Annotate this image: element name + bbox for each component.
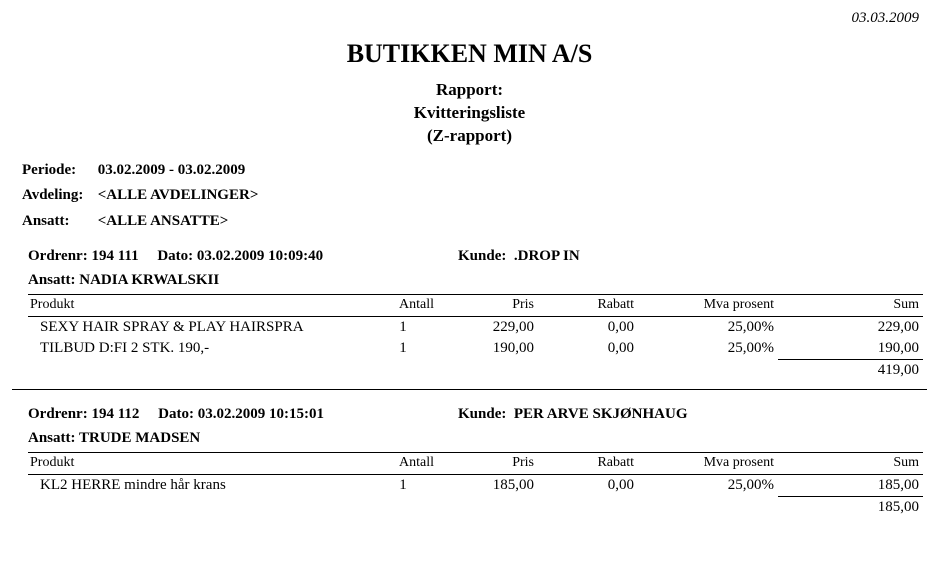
filter-periode: Periode: 03.02.2009 - 03.02.2009 xyxy=(22,158,927,184)
filter-ansatt-label: Ansatt: xyxy=(22,209,94,235)
cell-rabatt: 0,00 xyxy=(538,475,638,497)
report-title: Rapport: Kvitteringsliste (Z-rapport) xyxy=(12,79,927,148)
col-produkt: Produkt xyxy=(28,453,368,475)
filter-periode-label: Periode: xyxy=(22,158,94,184)
report-title-line3: (Z-rapport) xyxy=(12,125,927,148)
col-sum: Sum xyxy=(778,295,923,317)
col-antall: Antall xyxy=(368,453,438,475)
order-total: 185,00 xyxy=(778,497,923,519)
table-row: SEXY HAIR SPRAY & PLAY HAIRSPRA1229,000,… xyxy=(28,317,923,339)
order-total: 419,00 xyxy=(778,360,923,382)
col-rabatt: Rabatt xyxy=(538,295,638,317)
col-antall: Antall xyxy=(368,295,438,317)
table-row: KL2 HERRE mindre hår krans1185,000,0025,… xyxy=(28,475,923,497)
filter-periode-value: 03.02.2009 - 03.02.2009 xyxy=(98,162,246,178)
kunde-label: Kunde: xyxy=(458,248,506,264)
table-total-row: 185,00 xyxy=(28,497,923,519)
cell-rabatt: 0,00 xyxy=(538,338,638,360)
table-row: TILBUD D:FI 2 STK. 190,-1190,000,0025,00… xyxy=(28,338,923,360)
filter-block: Periode: 03.02.2009 - 03.02.2009 Avdelin… xyxy=(22,158,927,235)
cell-mva: 25,00% xyxy=(638,317,778,339)
kunde-value: PER ARVE SKJØNHAUG xyxy=(514,406,688,422)
ordrenr-label: Ordrenr: xyxy=(28,406,88,422)
col-rabatt: Rabatt xyxy=(538,453,638,475)
col-mva: Mva prosent xyxy=(638,295,778,317)
table-total-row: 419,00 xyxy=(28,360,923,382)
order-lines-table: ProduktAntallPrisRabattMva prosentSumSEX… xyxy=(28,294,923,381)
cell-sum: 185,00 xyxy=(778,475,923,497)
cell-produkt: KL2 HERRE mindre hår krans xyxy=(28,475,368,497)
company-name: BUTIKKEN MIN A/S xyxy=(12,39,927,69)
cell-sum: 190,00 xyxy=(778,338,923,360)
cell-mva: 25,00% xyxy=(638,475,778,497)
order-block: Ordrenr: 194 112 Dato: 03.02.2009 10:15:… xyxy=(28,402,923,518)
dato-value: 03.02.2009 10:15:01 xyxy=(198,406,324,422)
cell-pris: 229,00 xyxy=(438,317,538,339)
filter-ansatt-value: <ALLE ANSATTE> xyxy=(98,213,229,229)
cell-antall: 1 xyxy=(368,475,438,497)
col-pris: Pris xyxy=(438,453,538,475)
cell-antall: 1 xyxy=(368,338,438,360)
ansatt-label: Ansatt: xyxy=(28,430,76,446)
cell-produkt: TILBUD D:FI 2 STK. 190,- xyxy=(28,338,368,360)
filter-avdeling-label: Avdeling: xyxy=(22,183,94,209)
cell-rabatt: 0,00 xyxy=(538,317,638,339)
ansatt-value: NADIA KRWALSKII xyxy=(79,272,219,288)
filter-ansatt: Ansatt: <ALLE ANSATTE> xyxy=(22,209,927,235)
filter-avdeling: Avdeling: <ALLE AVDELINGER> xyxy=(22,183,927,209)
col-produkt: Produkt xyxy=(28,295,368,317)
dato-label: Dato: xyxy=(157,248,193,264)
order-header: Ordrenr: 194 112 Dato: 03.02.2009 10:15:… xyxy=(28,402,923,450)
order-block: Ordrenr: 194 111 Dato: 03.02.2009 10:09:… xyxy=(28,244,923,381)
col-sum: Sum xyxy=(778,453,923,475)
report-title-line2: Kvitteringsliste xyxy=(12,102,927,125)
ordrenr-label: Ordrenr: xyxy=(28,248,88,264)
cell-pris: 190,00 xyxy=(438,338,538,360)
ordrenr-value: 194 112 xyxy=(91,406,139,422)
col-pris: Pris xyxy=(438,295,538,317)
dato-value: 03.02.2009 10:09:40 xyxy=(197,248,323,264)
cell-antall: 1 xyxy=(368,317,438,339)
ansatt-value: TRUDE MADSEN xyxy=(79,430,200,446)
order-separator xyxy=(12,389,927,390)
report-title-line1: Rapport: xyxy=(12,79,927,102)
cell-sum: 229,00 xyxy=(778,317,923,339)
kunde-value: .DROP IN xyxy=(514,248,580,264)
dato-label: Dato: xyxy=(158,406,194,422)
order-header: Ordrenr: 194 111 Dato: 03.02.2009 10:09:… xyxy=(28,244,923,292)
cell-mva: 25,00% xyxy=(638,338,778,360)
cell-pris: 185,00 xyxy=(438,475,538,497)
kunde-label: Kunde: xyxy=(458,406,506,422)
report-date: 03.03.2009 xyxy=(12,8,927,33)
col-mva: Mva prosent xyxy=(638,453,778,475)
ansatt-label: Ansatt: xyxy=(28,272,76,288)
order-lines-table: ProduktAntallPrisRabattMva prosentSumKL2… xyxy=(28,452,923,518)
cell-produkt: SEXY HAIR SPRAY & PLAY HAIRSPRA xyxy=(28,317,368,339)
ordrenr-value: 194 111 xyxy=(91,248,138,264)
filter-avdeling-value: <ALLE AVDELINGER> xyxy=(98,187,259,203)
